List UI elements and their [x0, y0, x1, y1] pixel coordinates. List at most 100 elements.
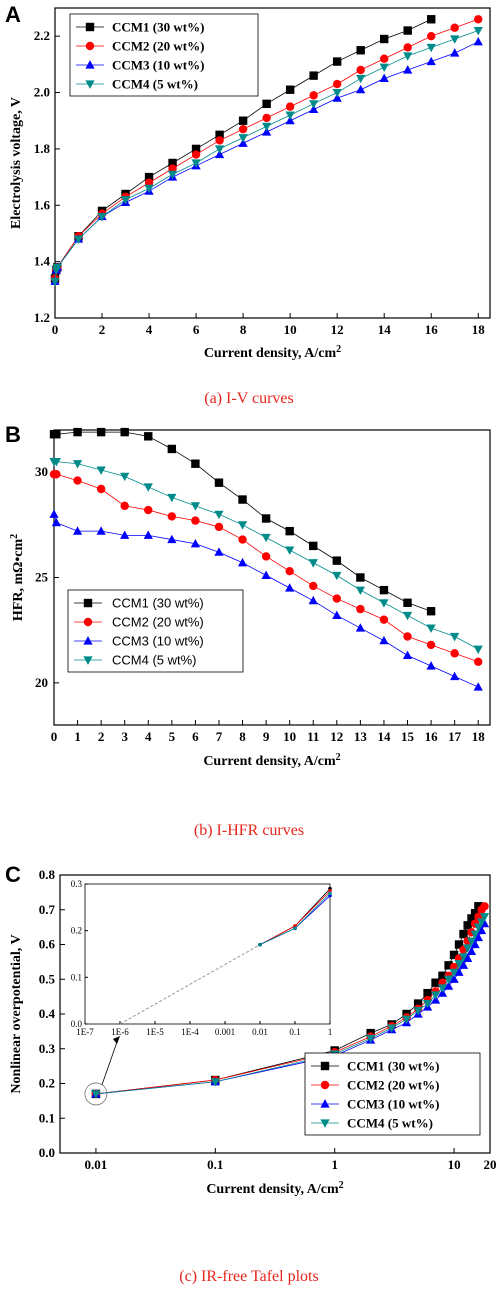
data-point-a — [332, 88, 342, 98]
data-point-b — [356, 604, 365, 614]
x-tick-label-a: 18 — [472, 322, 486, 337]
legend-marker-c — [320, 1119, 330, 1128]
x-tick-label-a: 14 — [378, 322, 392, 337]
x-tick-label-b: 11 — [307, 729, 319, 744]
panel-letter-b: B — [5, 422, 21, 447]
x-tick-label-c: 0.1 — [207, 1157, 223, 1172]
data-point-c — [454, 960, 464, 969]
data-point-b — [120, 427, 129, 437]
x-axis-title-a: Current density, A/cm2 — [204, 344, 341, 362]
series-line-b — [54, 461, 479, 650]
data-point-c — [467, 914, 476, 923]
data-point-b — [144, 505, 153, 515]
data-point-b — [190, 538, 201, 548]
x-tick-label-a: 2 — [99, 322, 106, 337]
data-point-c — [466, 937, 477, 946]
panel-letter-a: A — [5, 2, 21, 27]
legend-label-b: CCM1 (30 wt%) — [112, 596, 204, 611]
y-axis-title-a: Electrolysis voltage, V — [9, 97, 24, 229]
data-point-b — [402, 650, 413, 660]
panel-letter-c: C — [5, 862, 21, 887]
data-point-a — [309, 100, 319, 109]
legend-label-c: CCM1 (30 wt%) — [347, 1059, 439, 1074]
data-point-b — [426, 607, 436, 616]
data-point-b — [238, 495, 247, 504]
data-point-a — [474, 15, 483, 24]
data-point-b — [214, 510, 224, 520]
data-point-a — [403, 52, 413, 61]
data-point-a — [191, 150, 201, 159]
data-point-b — [285, 566, 294, 576]
legend-b — [67, 589, 244, 673]
data-point-b — [403, 632, 412, 641]
data-point-a — [285, 115, 295, 125]
data-point-a — [473, 26, 483, 36]
data-point-b — [426, 661, 436, 670]
data-point-a — [356, 84, 366, 94]
data-point-b — [191, 516, 200, 525]
x-tick-label-b: 18 — [472, 729, 486, 744]
x-tick-label-b: 6 — [192, 729, 199, 744]
data-point-a — [262, 99, 271, 109]
data-point-b — [332, 610, 342, 619]
x-axis-title-b: Current density, A/cm2 — [203, 752, 340, 770]
data-point-a — [450, 23, 459, 32]
data-point-c — [413, 999, 423, 1008]
series-line-b — [53, 514, 479, 688]
data-point-b — [191, 459, 200, 468]
data-point-a — [403, 43, 412, 52]
data-point-b — [473, 645, 483, 654]
data-point-a — [426, 43, 436, 53]
x-tick-label-c: 0.01 — [85, 1157, 108, 1172]
legend-marker-a — [85, 22, 95, 32]
data-point-a — [215, 130, 224, 140]
data-point-b — [120, 472, 130, 482]
x-tick-label-b: 13 — [354, 729, 368, 744]
data-point-b — [379, 635, 389, 645]
data-point-c — [444, 961, 453, 970]
data-point-a — [356, 65, 365, 75]
data-point-c — [479, 913, 490, 922]
legend-marker-b — [83, 636, 93, 645]
legend-label-a: CCM3 (10 wt%) — [112, 58, 204, 73]
inset-x-tick-label: 0.1 — [289, 1027, 300, 1037]
data-point-c — [463, 953, 473, 962]
data-point-b — [285, 546, 295, 555]
data-point-a — [262, 127, 272, 136]
x-tick-label-b: 14 — [377, 729, 391, 744]
data-point-a — [403, 26, 412, 35]
data-point-c — [431, 978, 440, 987]
data-point-c — [458, 953, 469, 962]
data-point-a — [214, 145, 225, 154]
legend-a — [69, 13, 259, 97]
data-point-b — [73, 427, 82, 437]
data-point-a — [332, 93, 342, 102]
y-tick-label-a: 1.6 — [34, 197, 51, 212]
x-tick-label-b: 17 — [448, 729, 462, 744]
data-point-c — [458, 960, 469, 969]
legend-label-a: CCM4 (5 wt%) — [112, 77, 198, 92]
data-point-b — [379, 599, 389, 608]
data-point-c — [463, 944, 473, 953]
x-tick-label-a: 6 — [193, 322, 200, 337]
data-point-a — [426, 56, 436, 66]
data-point-a — [238, 138, 248, 147]
y-tick-label-c: 0.0 — [39, 1145, 55, 1160]
legend-marker-a — [85, 80, 95, 89]
data-point-c — [366, 1034, 376, 1044]
data-point-b — [332, 556, 342, 565]
y-tick-label-a: 2.2 — [34, 28, 50, 43]
inset-y-tick-label: 0.1 — [71, 972, 82, 982]
y-tick-label-b: 30 — [35, 464, 48, 479]
data-point-c — [459, 929, 468, 939]
legend-marker-a — [85, 60, 95, 69]
x-tick-label-b: 0 — [51, 729, 58, 744]
y-tick-label-c: 0.3 — [39, 1041, 56, 1056]
data-point-b — [261, 552, 271, 561]
data-point-b — [96, 526, 106, 535]
legend-c — [304, 1052, 481, 1136]
data-point-c — [473, 923, 484, 932]
data-point-c — [443, 975, 454, 985]
data-point-b — [332, 594, 342, 603]
chart-panel-c: C0.01 0.1 1 10 200.00.10.20.30.40.50.60.70.8… — [5, 862, 497, 1197]
